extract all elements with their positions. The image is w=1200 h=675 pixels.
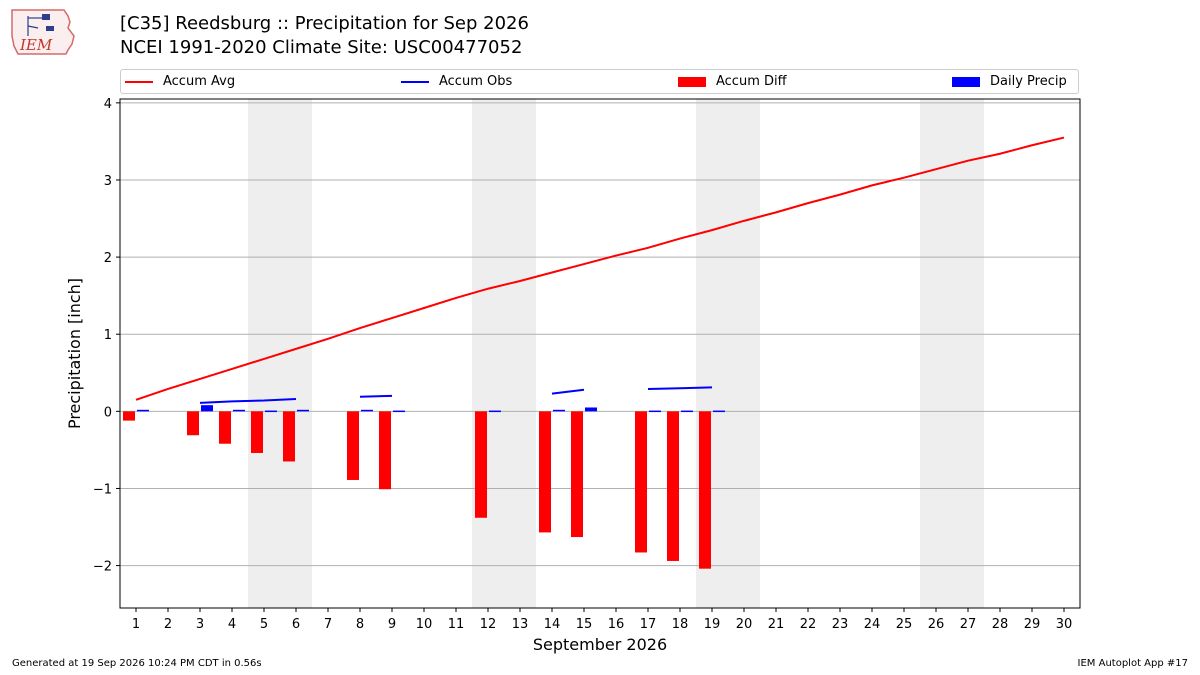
x-tick-label: 29 [1024, 617, 1041, 632]
legend-label: Accum Diff [716, 74, 787, 89]
legend-item-accum-obs: Accum Obs [401, 70, 512, 93]
x-tick-label: 17 [640, 617, 657, 632]
x-tick-label: 15 [576, 617, 593, 632]
daily-precip-bar [585, 407, 597, 412]
x-tick-label: 10 [416, 617, 433, 632]
legend-swatch-accum-diff [678, 76, 706, 87]
diff-bar [635, 411, 647, 553]
daily-precip-bar [361, 409, 373, 412]
diff-bar [219, 411, 231, 444]
x-tick-label: 18 [672, 617, 689, 632]
x-tick-label: 28 [992, 617, 1009, 632]
plot-frame [119, 98, 1081, 609]
diff-bar [699, 411, 711, 569]
x-tick-label: 22 [800, 617, 817, 632]
daily-precip-bar [681, 410, 693, 413]
logo-text: IEM [19, 36, 53, 54]
x-tick-label: 1 [132, 617, 140, 632]
legend-label: Daily Precip [990, 74, 1067, 89]
diff-bar [379, 411, 391, 490]
diff-bar [571, 411, 583, 538]
legend-swatch-accum-avg [125, 80, 153, 83]
x-tick-label: 23 [832, 617, 849, 632]
y-tick-label: 2 [104, 251, 112, 266]
diff-bar [667, 411, 679, 561]
x-tick-label: 9 [388, 617, 396, 632]
x-tick-label: 24 [864, 617, 881, 632]
y-tick-label: 4 [104, 97, 112, 112]
x-tick-label: 27 [960, 617, 977, 632]
legend-swatch-accum-obs [401, 80, 429, 83]
legend-label: Accum Obs [439, 74, 513, 89]
y-tick-label: −1 [93, 482, 112, 497]
iem-logo: IEM [8, 6, 80, 58]
diff-bar [283, 411, 295, 462]
x-tick-label: 16 [608, 617, 625, 632]
daily-precip-bar [553, 409, 565, 412]
diff-bar [539, 411, 551, 533]
daily-precip-bar [265, 410, 277, 413]
diff-bar [187, 411, 199, 436]
x-tick-label: 7 [324, 617, 332, 632]
daily-precip-bar [297, 409, 309, 412]
y-tick-label: 1 [104, 328, 112, 343]
x-tick-label: 3 [196, 617, 204, 632]
diff-bar [475, 411, 487, 518]
accum-obs-line [647, 386, 713, 390]
x-tick-label: 19 [704, 617, 721, 632]
accum-avg-line [135, 136, 1065, 401]
daily-precip-bar [393, 410, 405, 413]
generated-footer: Generated at 19 Sep 2026 10:24 PM CDT in… [12, 658, 262, 669]
legend: Accum Avg Accum Obs Accum Diff Daily Pre… [120, 69, 1079, 94]
y-axis-label: Precipitation [inch] [65, 278, 84, 429]
x-axis-label: September 2026 [533, 635, 667, 654]
diff-bar [347, 411, 359, 480]
legend-item-daily-precip: Daily Precip [952, 70, 1067, 93]
x-tick-label: 8 [356, 617, 364, 632]
x-tick-label: 13 [512, 617, 529, 632]
x-tick-label: 25 [896, 617, 913, 632]
x-tick-label: 14 [544, 617, 561, 632]
chart-subtitle: NCEI 1991-2020 Climate Site: USC00477052 [120, 37, 523, 58]
y-tick-label: 3 [104, 174, 112, 189]
daily-precip-bar [649, 410, 661, 413]
weekend-band [920, 99, 984, 608]
daily-precip-bar [713, 410, 725, 413]
x-tick-label: 4 [228, 617, 236, 632]
chart-title: [C35] Reedsburg :: Precipitation for Sep… [120, 13, 529, 34]
daily-precip-bar [489, 410, 501, 413]
x-tick-label: 30 [1056, 617, 1073, 632]
y-tick-label: 0 [104, 405, 112, 420]
x-tick-label: 12 [480, 617, 497, 632]
legend-label: Accum Avg [163, 74, 236, 89]
daily-precip-bar [233, 409, 245, 412]
x-tick-label: 20 [736, 617, 753, 632]
app-footer: IEM Autoplot App #17 [1077, 658, 1188, 669]
x-tick-label: 21 [768, 617, 785, 632]
daily-precip-bar [137, 409, 149, 412]
y-tick-label: −2 [93, 560, 112, 575]
accum-obs-line [359, 394, 393, 398]
legend-item-accum-avg: Accum Avg [125, 70, 235, 93]
x-tick-label: 6 [292, 617, 300, 632]
diff-bar [251, 411, 263, 453]
x-tick-label: 5 [260, 617, 268, 632]
x-tick-label: 26 [928, 617, 945, 632]
accum-obs-line [199, 398, 297, 404]
accum-obs-line [551, 388, 585, 395]
weekend-band [472, 99, 536, 608]
daily-precip-bar [201, 405, 213, 412]
legend-swatch-daily-precip [952, 76, 980, 87]
diff-bar [123, 411, 135, 421]
legend-item-accum-diff: Accum Diff [678, 70, 787, 93]
x-tick-label: 11 [448, 617, 465, 632]
x-tick-label: 2 [164, 617, 172, 632]
